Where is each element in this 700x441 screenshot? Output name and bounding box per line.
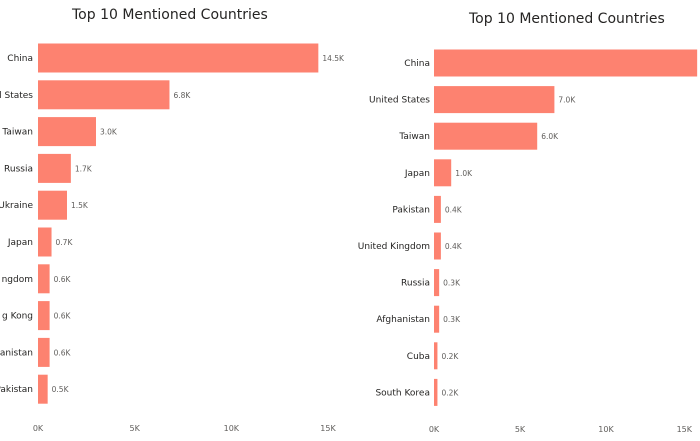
value-label-right-5: 0.4K [445, 242, 463, 251]
category-label-right-7: Afghanistan [376, 315, 430, 325]
bar-left-3[interactable] [38, 153, 71, 183]
category-label-right-8: Cuba [407, 352, 430, 362]
x-tick-label-right-1: 5K [515, 425, 526, 434]
bar-right-0[interactable] [434, 49, 698, 77]
value-label-left-6: 0.6K [54, 275, 72, 284]
category-label-left-2: Taiwan [1, 128, 33, 138]
bar-left-9[interactable] [38, 374, 48, 404]
value-label-right-3: 1.0K [455, 169, 473, 178]
category-label-right-5: United Kingdom [358, 242, 430, 252]
category-label-right-1: United States [369, 96, 430, 106]
value-label-left-0: 14.5K [322, 54, 345, 63]
value-label-left-3: 1.7K [75, 164, 93, 173]
bar-left-0[interactable] [38, 43, 319, 73]
value-label-left-9: 0.5K [52, 385, 70, 394]
category-label-right-3: Japan [404, 169, 430, 179]
bar-left-8[interactable] [38, 337, 50, 367]
chart-title-right: Top 10 Mentioned Countries [469, 11, 665, 27]
bar-right-4[interactable] [434, 195, 441, 223]
bar-right-2[interactable] [434, 122, 538, 150]
bar-chart-right: China United States 7.0K Taiwan 6.0K Japan 1.0… [358, 49, 698, 434]
value-label-left-2: 3.0K [100, 128, 118, 137]
category-label-right-9: South Korea [375, 388, 430, 398]
category-label-left-3: Russia [4, 164, 33, 174]
x-tick-label-right-2: 10K [598, 425, 614, 434]
x-tick-label-right-0: 0K [429, 425, 440, 434]
x-tick-label-left-0: 0K [33, 424, 44, 433]
bar-right-8[interactable] [434, 342, 438, 370]
bar-right-6[interactable] [434, 269, 440, 297]
value-label-left-4: 1.5K [71, 201, 89, 210]
category-label-left-0: China [7, 54, 33, 64]
x-tick-label-left-3: 15K [320, 424, 336, 433]
bar-right-5[interactable] [434, 232, 441, 260]
value-label-right-8: 0.2K [441, 352, 459, 361]
category-label-right-4: Pakistan [392, 205, 430, 215]
bar-chart-left: China 14.5K d States 6.8K Taiwan 3.0K Russia 1.… [0, 43, 345, 433]
category-label-left-4: Ukraine [0, 201, 33, 211]
bar-left-6[interactable] [38, 264, 50, 294]
bar-left-4[interactable] [38, 190, 67, 220]
category-label-right-0: China [404, 59, 430, 69]
category-label-right-2: Taiwan [398, 132, 430, 142]
value-label-left-1: 6.8K [173, 91, 191, 100]
bar-right-7[interactable] [434, 305, 440, 333]
bar-right-9[interactable] [434, 378, 438, 406]
value-label-right-2: 6.0K [541, 132, 559, 141]
bar-right-1[interactable] [434, 86, 555, 114]
bar-right-3[interactable] [434, 159, 452, 187]
value-label-left-5: 0.7K [56, 238, 74, 247]
category-label-left-1: d States [0, 91, 33, 101]
value-label-right-6: 0.3K [443, 279, 461, 288]
value-label-right-1: 7.0K [558, 96, 576, 105]
bar-left-1[interactable] [38, 80, 170, 110]
category-label-right-6: Russia [401, 279, 430, 289]
bar-left-5[interactable] [38, 227, 52, 257]
category-label-left-5: Japan [7, 238, 33, 248]
value-label-right-4: 0.4K [445, 205, 463, 214]
x-tick-label-right-3: 15K [677, 425, 693, 434]
x-tick-label-left-2: 10K [224, 424, 240, 433]
x-tick-label-left-1: 5K [129, 424, 140, 433]
value-label-left-7: 0.6K [54, 312, 72, 321]
category-label-left-6: ngdom [2, 275, 33, 285]
bar-left-7[interactable] [38, 301, 50, 331]
category-label-left-7: g Kong [2, 312, 33, 322]
bar-left-2[interactable] [38, 117, 96, 147]
category-label-left-9: Pakistan [0, 385, 33, 395]
value-label-left-8: 0.6K [54, 348, 72, 357]
chart-title-left: Top 10 Mentioned Countries [72, 7, 268, 23]
category-label-left-8: anistan [0, 348, 33, 358]
value-label-right-7: 0.3K [443, 315, 461, 324]
value-label-right-9: 0.2K [441, 388, 459, 397]
